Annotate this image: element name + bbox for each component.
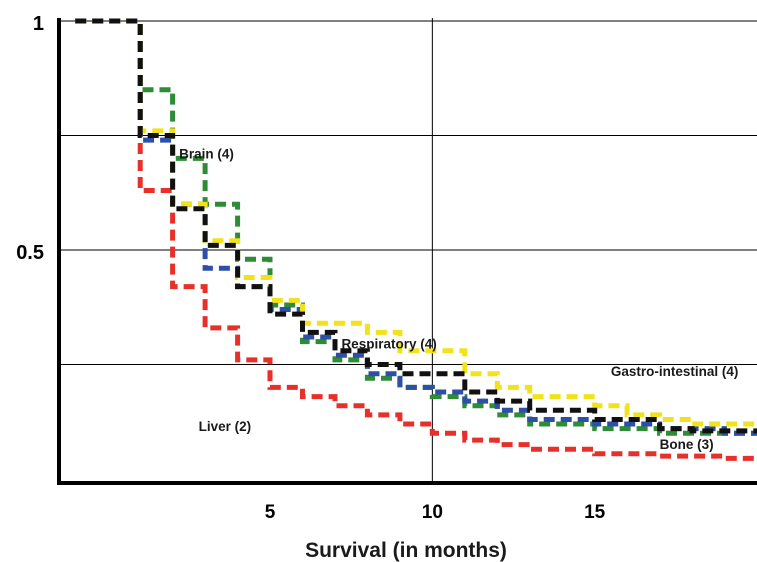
series-annotations: Brain (4) Respiratory (4) Gastro-intestina…: [179, 146, 738, 452]
series-line-brain: [75, 18, 757, 436]
series-line-gi: [75, 18, 757, 427]
grid-lines: [59, 18, 757, 483]
series-label-gi: Gastro-intestinal (4): [611, 364, 739, 379]
y-tick-label-1: 1: [33, 13, 44, 35]
series-label-respiratory: Respiratory (4): [341, 336, 436, 351]
x-tick-label-10: 10: [422, 502, 443, 523]
axes: [57, 18, 757, 485]
x-axis-label: Survival (in months): [305, 539, 507, 562]
y-tick-label-0-5: 0.5: [16, 242, 44, 264]
series-line-liver: [75, 18, 757, 461]
x-tick-label-15: 15: [584, 502, 606, 523]
series-lines: [75, 18, 757, 461]
series-line-bone: [75, 18, 757, 434]
series-label-brain: Brain (4): [179, 146, 234, 161]
series-label-liver: Liver (2): [199, 419, 252, 434]
x-tick-label-5: 5: [265, 502, 276, 523]
series-label-bone: Bone (3): [660, 437, 714, 452]
tick-labels: 5 10 15 1 0.5: [16, 13, 605, 523]
